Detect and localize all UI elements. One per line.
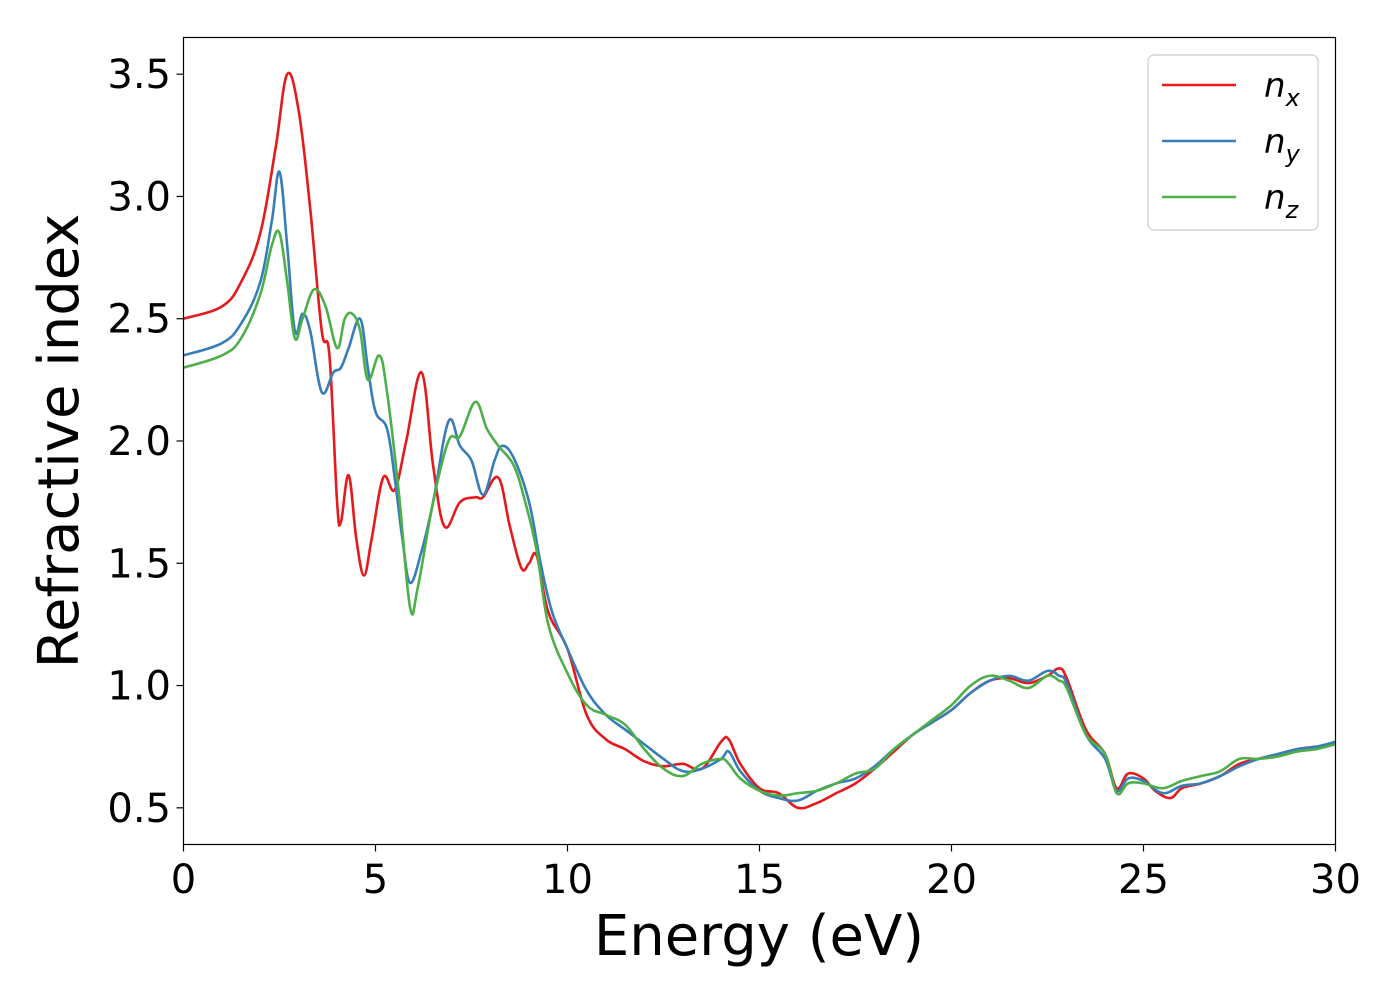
legend: nx ny nz <box>1147 54 1319 231</box>
legend-box <box>1147 54 1319 231</box>
y-tick-label: 1.5 <box>107 541 171 587</box>
legend-label-n-y: ny <box>1264 122 1301 168</box>
legend-label-n-x: nx <box>1264 66 1301 112</box>
legend-label-n-z: nz <box>1264 178 1300 224</box>
series-layer <box>183 71 1336 810</box>
x-tick-label: 30 <box>1310 857 1361 903</box>
y-tick-label: 3.0 <box>107 174 171 220</box>
y-tick-label: 1.0 <box>107 664 171 710</box>
y-tick-label: 0.5 <box>107 786 171 832</box>
x-tick-label: 0 <box>171 857 196 903</box>
x-tick-label: 10 <box>542 857 593 903</box>
x-axis-title: Energy (eV) <box>594 904 924 969</box>
series-line-n-y <box>183 170 1336 803</box>
y-axis-ticks: 0.5 1.0 1.5 2.0 2.5 3.0 3.5 <box>107 52 184 832</box>
series-line-n-z <box>183 229 1336 797</box>
x-tick-label: 5 <box>363 857 388 903</box>
x-tick-label: 20 <box>926 857 977 903</box>
y-tick-label: 3.5 <box>107 52 171 98</box>
y-tick-label: 2.5 <box>107 297 171 343</box>
y-axis-title: Refractive index <box>27 214 92 669</box>
legend-items: nx ny nz <box>1162 66 1301 224</box>
x-tick-label: 25 <box>1118 857 1169 903</box>
y-tick-label: 2.0 <box>107 419 171 465</box>
x-axis-ticks: 0 5 10 15 20 25 30 <box>171 844 1361 903</box>
x-tick-label: 15 <box>734 857 785 903</box>
